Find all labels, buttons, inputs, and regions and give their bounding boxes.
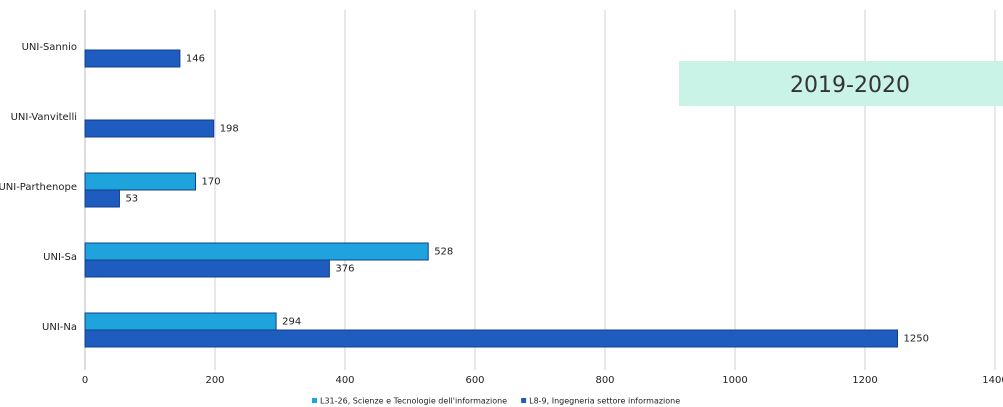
- bar: [84, 119, 215, 138]
- x-tick-label: 1000: [722, 375, 747, 386]
- value-label: 146: [186, 54, 205, 65]
- bar: [84, 312, 277, 331]
- x-tick-label: 400: [335, 375, 354, 386]
- value-label: 528: [434, 247, 453, 258]
- bar: [84, 259, 330, 278]
- annotation: 2019-2020: [790, 73, 910, 98]
- value-label: 1250: [904, 334, 929, 345]
- value-label: 294: [282, 317, 301, 328]
- legend-label: L31-26, Scienze e Tecnologie dell'inform…: [320, 397, 507, 406]
- legend-swatch: [521, 398, 527, 403]
- value-label: 53: [125, 194, 138, 205]
- value-label: 170: [202, 177, 221, 188]
- bar: [84, 242, 429, 261]
- category-label: UNI-Sannio: [22, 42, 77, 53]
- category-label: UNI-Parthenope: [0, 182, 77, 193]
- x-tick-label: 0: [82, 375, 88, 386]
- bar: [84, 189, 120, 208]
- x-tick-label: 1200: [852, 375, 877, 386]
- value-label: 198: [220, 124, 239, 135]
- x-tick-label: 600: [465, 375, 484, 386]
- x-tick-label: 800: [595, 375, 614, 386]
- annotation-box: [679, 61, 1003, 106]
- x-tick-label: 1400: [982, 375, 1003, 386]
- bar: [84, 172, 196, 191]
- legend-label: L8-9, Ingegneria settore informazione: [529, 397, 680, 406]
- bar: [84, 49, 181, 68]
- x-tick-label: 200: [205, 375, 224, 386]
- category-label: UNI-Sa: [43, 252, 77, 263]
- category-label: UNI-Vanvitelli: [11, 112, 77, 123]
- bar: [84, 329, 898, 348]
- category-label: UNI-Na: [42, 322, 77, 333]
- value-label: 376: [335, 264, 354, 275]
- legend-swatch: [312, 398, 317, 403]
